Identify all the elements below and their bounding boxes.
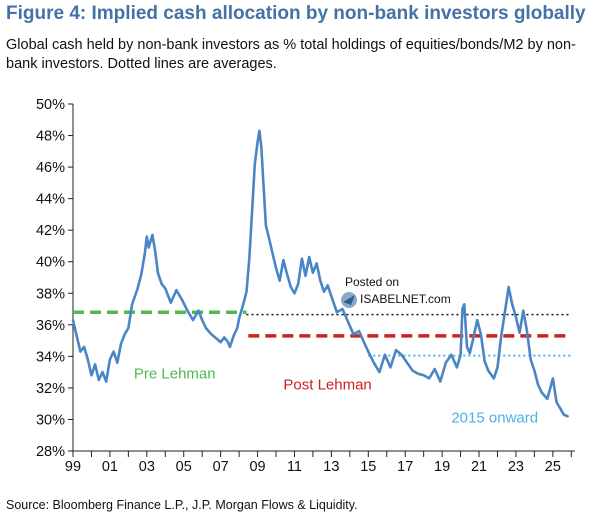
y-tick-label: 48%: [36, 129, 65, 145]
average-line-label: 2015 onward: [451, 410, 538, 427]
watermark-posted-on: Posted on: [345, 275, 399, 289]
watermark-site: ISABELNET.com: [360, 292, 451, 306]
average-lines: [73, 310, 572, 357]
chart-title: Figure 4: Implied cash allocation by non…: [6, 3, 586, 24]
average-labels: Pre Lehman Post Lehman 2015 onward: [134, 365, 538, 426]
x-tick-label: 15: [360, 459, 376, 475]
x-tick-label: 17: [397, 459, 413, 475]
x-tick-label: 13: [323, 459, 339, 475]
y-tick-label: 42%: [36, 223, 65, 239]
y-axis: 28% 30% 32% 34% 36% 38% 40% 42% 44% 46% 48% 50%: [36, 97, 74, 460]
watermark-logo-shape: [343, 295, 355, 305]
cash-allocation-line: [71, 129, 569, 418]
average-line-label: Post Lehman: [283, 376, 371, 393]
y-tick-label: 50%: [36, 97, 65, 113]
x-tick-label: 09: [249, 459, 265, 475]
x-tick-label: 25: [545, 459, 561, 475]
x-tick-label: 21: [471, 459, 487, 475]
y-tick-label: 36%: [36, 318, 65, 334]
x-axis: 99 01 03 05 07 09 11 13 15 17 19 21 23 25: [65, 450, 575, 475]
x-tick-label: 01: [102, 459, 118, 475]
isabelnet-watermark: Posted on ISABELNET.com: [341, 275, 451, 308]
y-tick-label: 28%: [36, 444, 65, 460]
y-tick-label: 30%: [36, 412, 65, 428]
source-note: Source: Bloomberg Finance L.P., J.P. Mor…: [6, 498, 358, 512]
y-tick-label: 40%: [36, 255, 65, 271]
x-tick-label: 23: [508, 459, 524, 475]
series-group: [71, 129, 569, 418]
x-tick-label: 99: [65, 459, 81, 475]
x-tick-label: 03: [139, 459, 155, 475]
x-tick-label: 11: [287, 459, 302, 475]
average-line-label: Pre Lehman: [134, 365, 216, 382]
chart-subtitle: Global cash held by non-bank investors a…: [6, 37, 576, 72]
x-tick-label: 19: [434, 459, 450, 475]
y-tick-label: 46%: [36, 160, 65, 176]
y-tick-label: 32%: [36, 381, 65, 397]
x-tick-label: 05: [176, 459, 192, 475]
y-tick-label: 34%: [36, 349, 65, 365]
x-tick-label: 07: [213, 459, 229, 475]
y-tick-label: 44%: [36, 192, 65, 208]
line-chart: 28% 30% 32% 34% 36% 38% 40% 42% 44% 46% 48% 50% 99 0…: [36, 97, 575, 475]
y-tick-label: 38%: [36, 286, 65, 302]
